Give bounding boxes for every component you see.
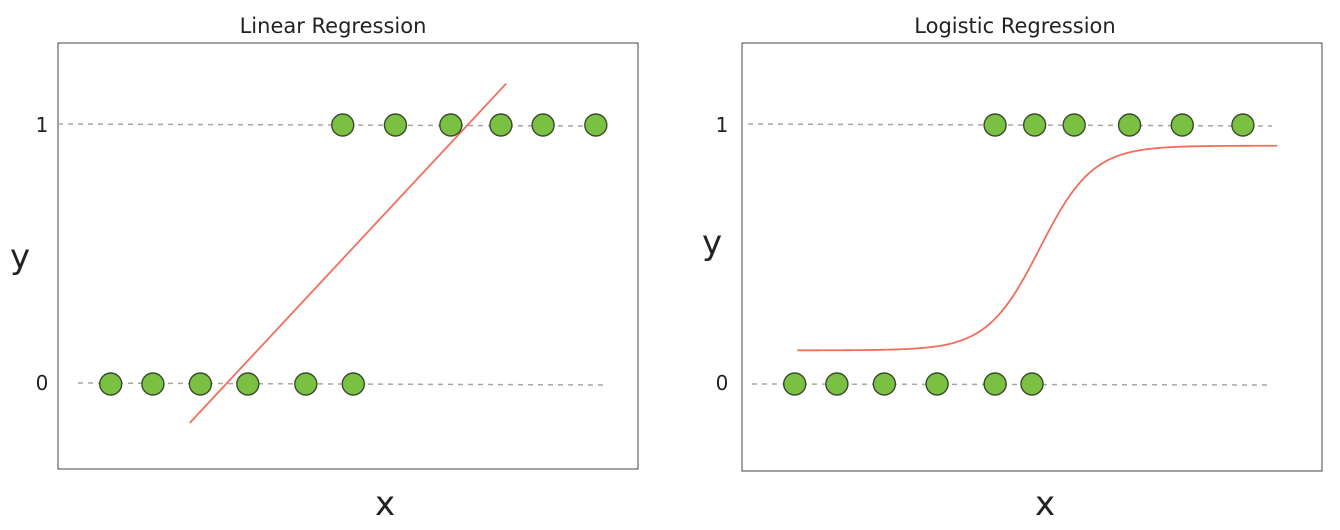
logistic-y-axis-label: y <box>702 223 722 263</box>
logistic-regression-panel: Logistic Regression y x 1 0 <box>702 14 1323 524</box>
linear-data-point-10 <box>531 113 555 137</box>
logistic-plot-frame <box>741 42 1323 472</box>
logistic-data-point-10 <box>1170 113 1194 137</box>
linear-y-axis-label: y <box>10 237 30 277</box>
linear-guide-y1 <box>57 123 586 127</box>
logistic-data-point-2 <box>872 372 897 396</box>
linear-data-point-0 <box>99 372 123 396</box>
logistic-regression-title: Logistic Regression <box>914 14 1115 38</box>
logistic-data-point-8 <box>1062 113 1086 137</box>
linear-guide-y0 <box>77 382 604 386</box>
logistic-sigmoid-curve <box>797 144 1278 352</box>
linear-regression-title: Linear Regression <box>240 14 427 38</box>
logistic-data-point-9 <box>1117 113 1142 137</box>
linear-data-point-7 <box>383 113 408 137</box>
linear-ytick-0: 0 <box>36 371 49 395</box>
logistic-data-point-1 <box>825 372 849 396</box>
linear-points <box>99 113 608 396</box>
logistic-ytick-0: 0 <box>716 371 729 395</box>
logistic-data-point-0 <box>783 372 807 396</box>
logistic-data-point-11 <box>1231 113 1255 137</box>
linear-data-point-9 <box>489 113 513 137</box>
linear-data-point-6 <box>331 113 355 137</box>
linear-regression-panel: Linear Regression y x 1 0 <box>10 14 639 524</box>
logistic-data-point-7 <box>1022 113 1047 137</box>
logistic-data-point-5 <box>1020 372 1044 396</box>
logistic-guide-y0 <box>751 383 1269 386</box>
logistic-ytick-1: 1 <box>716 113 729 137</box>
logistic-data-point-4 <box>983 372 1007 396</box>
linear-data-point-8 <box>439 113 463 137</box>
linear-data-point-11 <box>584 113 608 137</box>
logistic-guide-y1 <box>747 123 1273 127</box>
logistic-data-point-6 <box>983 113 1007 137</box>
linear-data-point-4 <box>294 372 318 396</box>
linear-data-point-3 <box>236 372 260 396</box>
linear-fit-line <box>189 82 507 424</box>
logistic-points <box>783 113 1255 396</box>
linear-data-point-5 <box>341 372 365 396</box>
linear-data-point-2 <box>188 372 213 396</box>
linear-data-point-1 <box>141 372 165 396</box>
logistic-data-point-3 <box>925 372 949 396</box>
linear-x-axis-label: x <box>375 484 395 524</box>
logistic-x-axis-label: x <box>1035 484 1055 524</box>
linear-plot-frame <box>57 42 639 470</box>
linear-ytick-1: 1 <box>36 113 49 137</box>
